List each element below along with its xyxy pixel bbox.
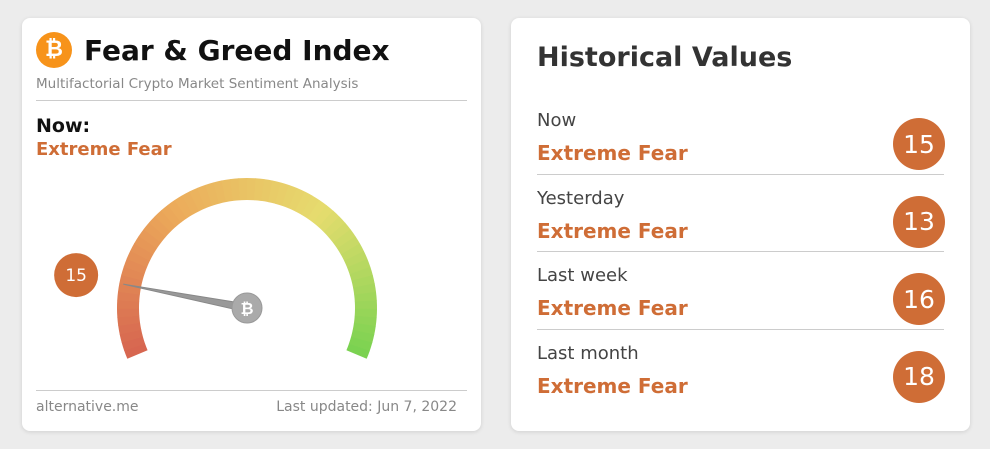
now-label: Now: xyxy=(36,115,91,137)
gauge-arc xyxy=(121,266,145,281)
title: Fear & Greed Index xyxy=(84,34,390,67)
gauge-arc xyxy=(167,199,188,223)
gauge-arc xyxy=(332,229,356,249)
gauge-arc xyxy=(354,291,377,303)
divider xyxy=(537,173,944,175)
gauge-arc xyxy=(117,308,140,318)
gauge-arc xyxy=(288,187,306,212)
divider xyxy=(537,328,944,330)
gauge-arc xyxy=(344,251,368,268)
row-classification: Extreme Fear xyxy=(537,218,688,243)
gauge-arc xyxy=(354,300,377,310)
divider xyxy=(537,251,944,252)
gauge-arc xyxy=(160,204,182,228)
gauge-arc xyxy=(118,282,142,295)
gauge-arc xyxy=(148,216,171,238)
gauge-arc xyxy=(124,343,148,359)
gauge-arc xyxy=(189,187,206,212)
gauge-arc xyxy=(138,228,162,249)
gauge-arc xyxy=(346,343,370,359)
gauge-arc xyxy=(275,182,290,206)
gauge-arc xyxy=(307,200,327,223)
row-label: Now xyxy=(537,110,577,131)
row-classification: Extreme Fear xyxy=(537,296,688,320)
row-value: 18 xyxy=(893,350,945,403)
gauge-arc xyxy=(301,195,320,219)
gauge-arc xyxy=(353,283,377,295)
gauge-arc xyxy=(134,235,158,255)
history-title: Historical Values xyxy=(537,42,793,73)
row-value: 16 xyxy=(893,273,945,325)
gauge-arc xyxy=(254,178,265,201)
gauge-arc xyxy=(117,315,141,326)
gauge-arc xyxy=(174,195,194,219)
gauge-arc xyxy=(354,308,377,318)
gauge-arc xyxy=(121,336,146,351)
row-classification: Extreme Fear xyxy=(537,141,688,165)
row-label: Last week xyxy=(537,265,628,286)
history-card: Historical Values Now Extreme Fear 15 Yeste… xyxy=(511,18,970,431)
now-classification: Extreme Fear xyxy=(36,139,172,160)
divider xyxy=(36,390,467,391)
gauge-arc xyxy=(123,258,148,274)
row-value: 13 xyxy=(893,195,945,248)
gauge-arc xyxy=(261,179,273,203)
gauge-arc xyxy=(340,243,365,262)
row-label: Yesterday xyxy=(537,187,625,209)
gauge-arc xyxy=(349,266,373,281)
gauge-arc xyxy=(346,258,371,275)
gauge-arc xyxy=(118,322,142,335)
gauge-arc xyxy=(117,291,140,302)
gauge-arc xyxy=(117,299,140,309)
value-bubble xyxy=(54,253,99,298)
gauge-arc xyxy=(247,178,256,201)
gauge-arc xyxy=(130,243,154,261)
gauge: ₿ 15 xyxy=(54,178,377,359)
needle xyxy=(123,283,249,313)
footer-source: alternative.me xyxy=(36,399,139,415)
row-label: Last month xyxy=(537,342,639,364)
gauge-arc xyxy=(197,184,213,209)
subtitle: Multifactorial Crypto Market Sentiment A… xyxy=(36,76,359,92)
gauge-arc xyxy=(205,182,220,206)
divider xyxy=(36,100,467,101)
hub-icon: ₿ xyxy=(240,299,253,318)
index-card: ₿ Fear & Greed Index Multifactorial Cryp… xyxy=(22,18,481,431)
footer-updated: Last updated: Jun 7, 2022 xyxy=(276,399,457,415)
gauge-arc xyxy=(229,178,241,201)
gauge-arc xyxy=(268,180,282,204)
bitcoin-icon: ₿ xyxy=(36,32,72,68)
gauge-arc xyxy=(181,191,200,215)
gauge-arc xyxy=(126,250,151,268)
gauge-arc xyxy=(281,184,298,209)
gauge-arc xyxy=(337,236,361,255)
gauge-arc xyxy=(323,216,346,238)
gauge-arc xyxy=(221,179,234,203)
row-classification: Extreme Fear xyxy=(537,373,688,398)
row-value: 15 xyxy=(893,118,945,170)
gauge-arc xyxy=(294,191,313,215)
gauge-arc xyxy=(350,329,375,344)
gauge-arc xyxy=(328,222,351,243)
needle-hub xyxy=(231,292,263,324)
gauge-arc xyxy=(312,205,334,228)
gauge-arc xyxy=(318,210,340,233)
gauge-arc xyxy=(154,210,176,232)
gauge-arc xyxy=(348,336,373,352)
gauge-arc xyxy=(143,222,166,243)
gauge-arc xyxy=(238,178,248,201)
value-bubble-text: 15 xyxy=(65,266,87,286)
gauge-arc xyxy=(352,322,376,335)
